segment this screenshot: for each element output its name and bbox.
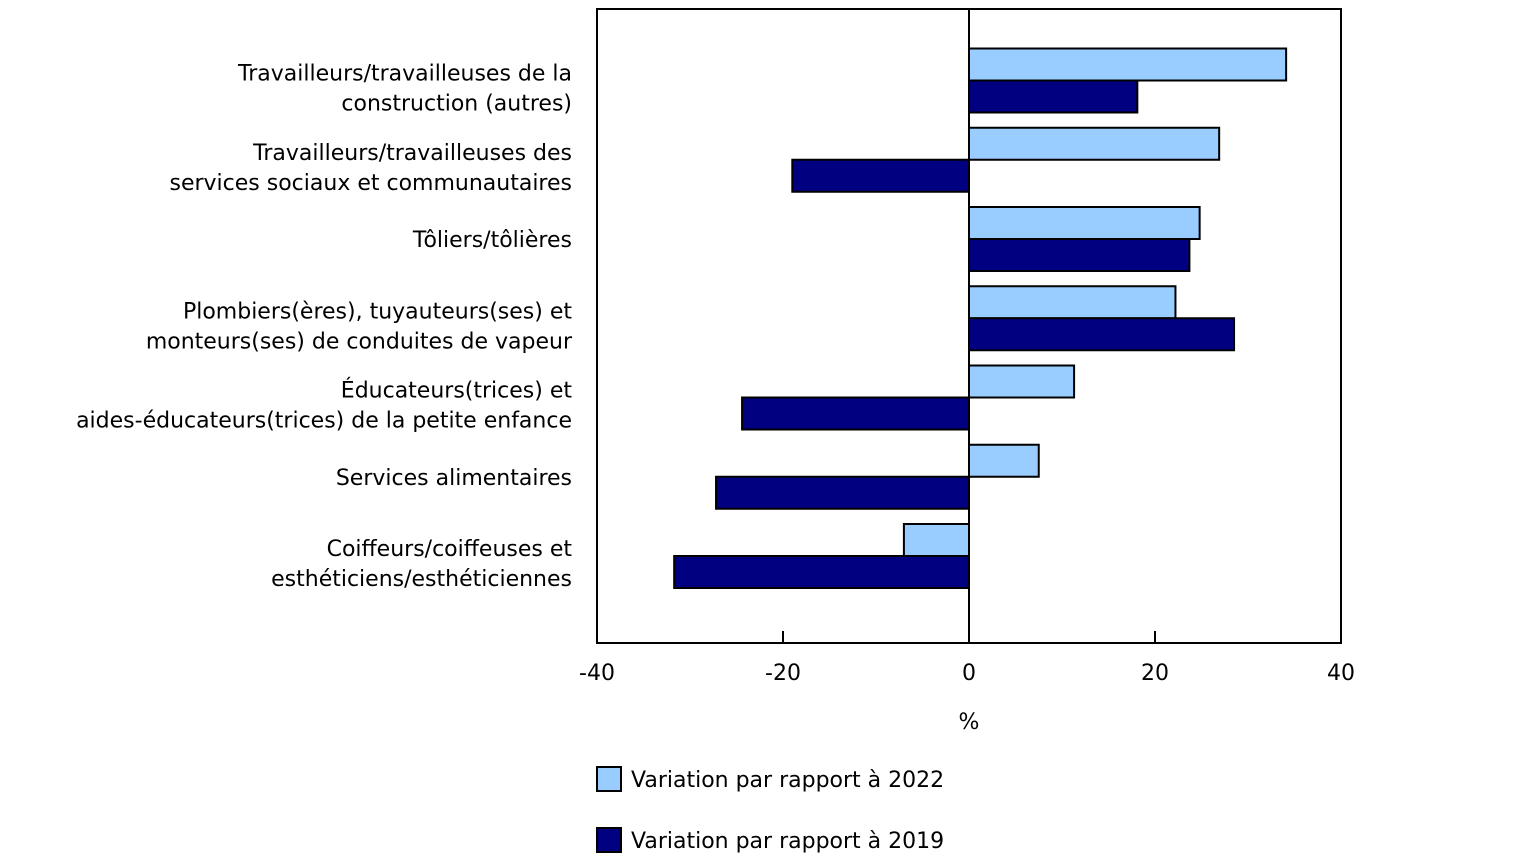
bar-2019 [715,475,970,510]
bar-2022 [968,285,1177,320]
category-label: Travailleurs/travailleuses de la construc… [237,62,572,117]
x-axis-label: % [959,710,980,735]
legend-label: Variation par rapport à 2019 [631,829,944,854]
x-tick-label: -20 [765,661,801,686]
category-label-line: Coiffeurs/coiffeuses et [327,537,573,562]
bar-2019 [968,317,1236,352]
x-tick-label: 40 [1327,661,1355,686]
bar-2022 [968,364,1076,399]
bar-2022 [902,523,971,557]
bar-2022 [968,126,1221,161]
legend-swatch [596,827,622,853]
legend-label: Variation par rapport à 2022 [631,768,944,793]
category-label-line: aides-éducateurs(trices) de la petite en… [76,409,572,434]
bar-2019 [673,555,970,589]
category-label-line: Plombiers(ères), tuyauteurs(ses) et [183,299,572,324]
category-label-line: Éducateurs(trices) et [341,378,573,404]
category-label-line: monteurs(ses) de conduites de vapeur [146,329,573,354]
category-label-line: construction (autres) [341,92,572,117]
bar-2022 [968,47,1288,82]
bar-2022 [968,443,1040,478]
category-label: Services alimentaires [336,466,572,491]
category-label: Coiffeurs/coiffeuses et esthéticiens/esth… [271,537,572,592]
category-label: Travailleurs/travailleuses des services s… [170,141,573,196]
legend-swatch [596,766,622,792]
category-label-line: Services alimentaires [336,466,572,491]
x-tick-label: 20 [1141,661,1169,686]
category-label-line: services sociaux et communautaires [170,171,573,196]
x-tick-label: -40 [579,661,615,686]
x-tick-label: 0 [962,661,976,686]
category-label-line: esthéticiens/esthéticiennes [271,567,572,592]
category-label-line: Tôliers/tôlières [412,228,572,253]
category-label-line: Travailleurs/travailleuses des [252,141,572,166]
bar-2019 [968,238,1191,272]
category-label: Tôliers/tôlières [412,228,572,253]
bar-2019 [741,396,971,431]
category-label: Plombiers(ères), tuyauteurs(ses) et monte… [146,299,573,354]
category-label: Éducateurs(trices) et aides-éducateurs(tr… [76,378,572,434]
bar-2022 [968,206,1201,240]
bar-2019 [791,158,970,193]
category-label-line: Travailleurs/travailleuses de la [237,62,572,87]
bar-2019 [968,79,1139,114]
